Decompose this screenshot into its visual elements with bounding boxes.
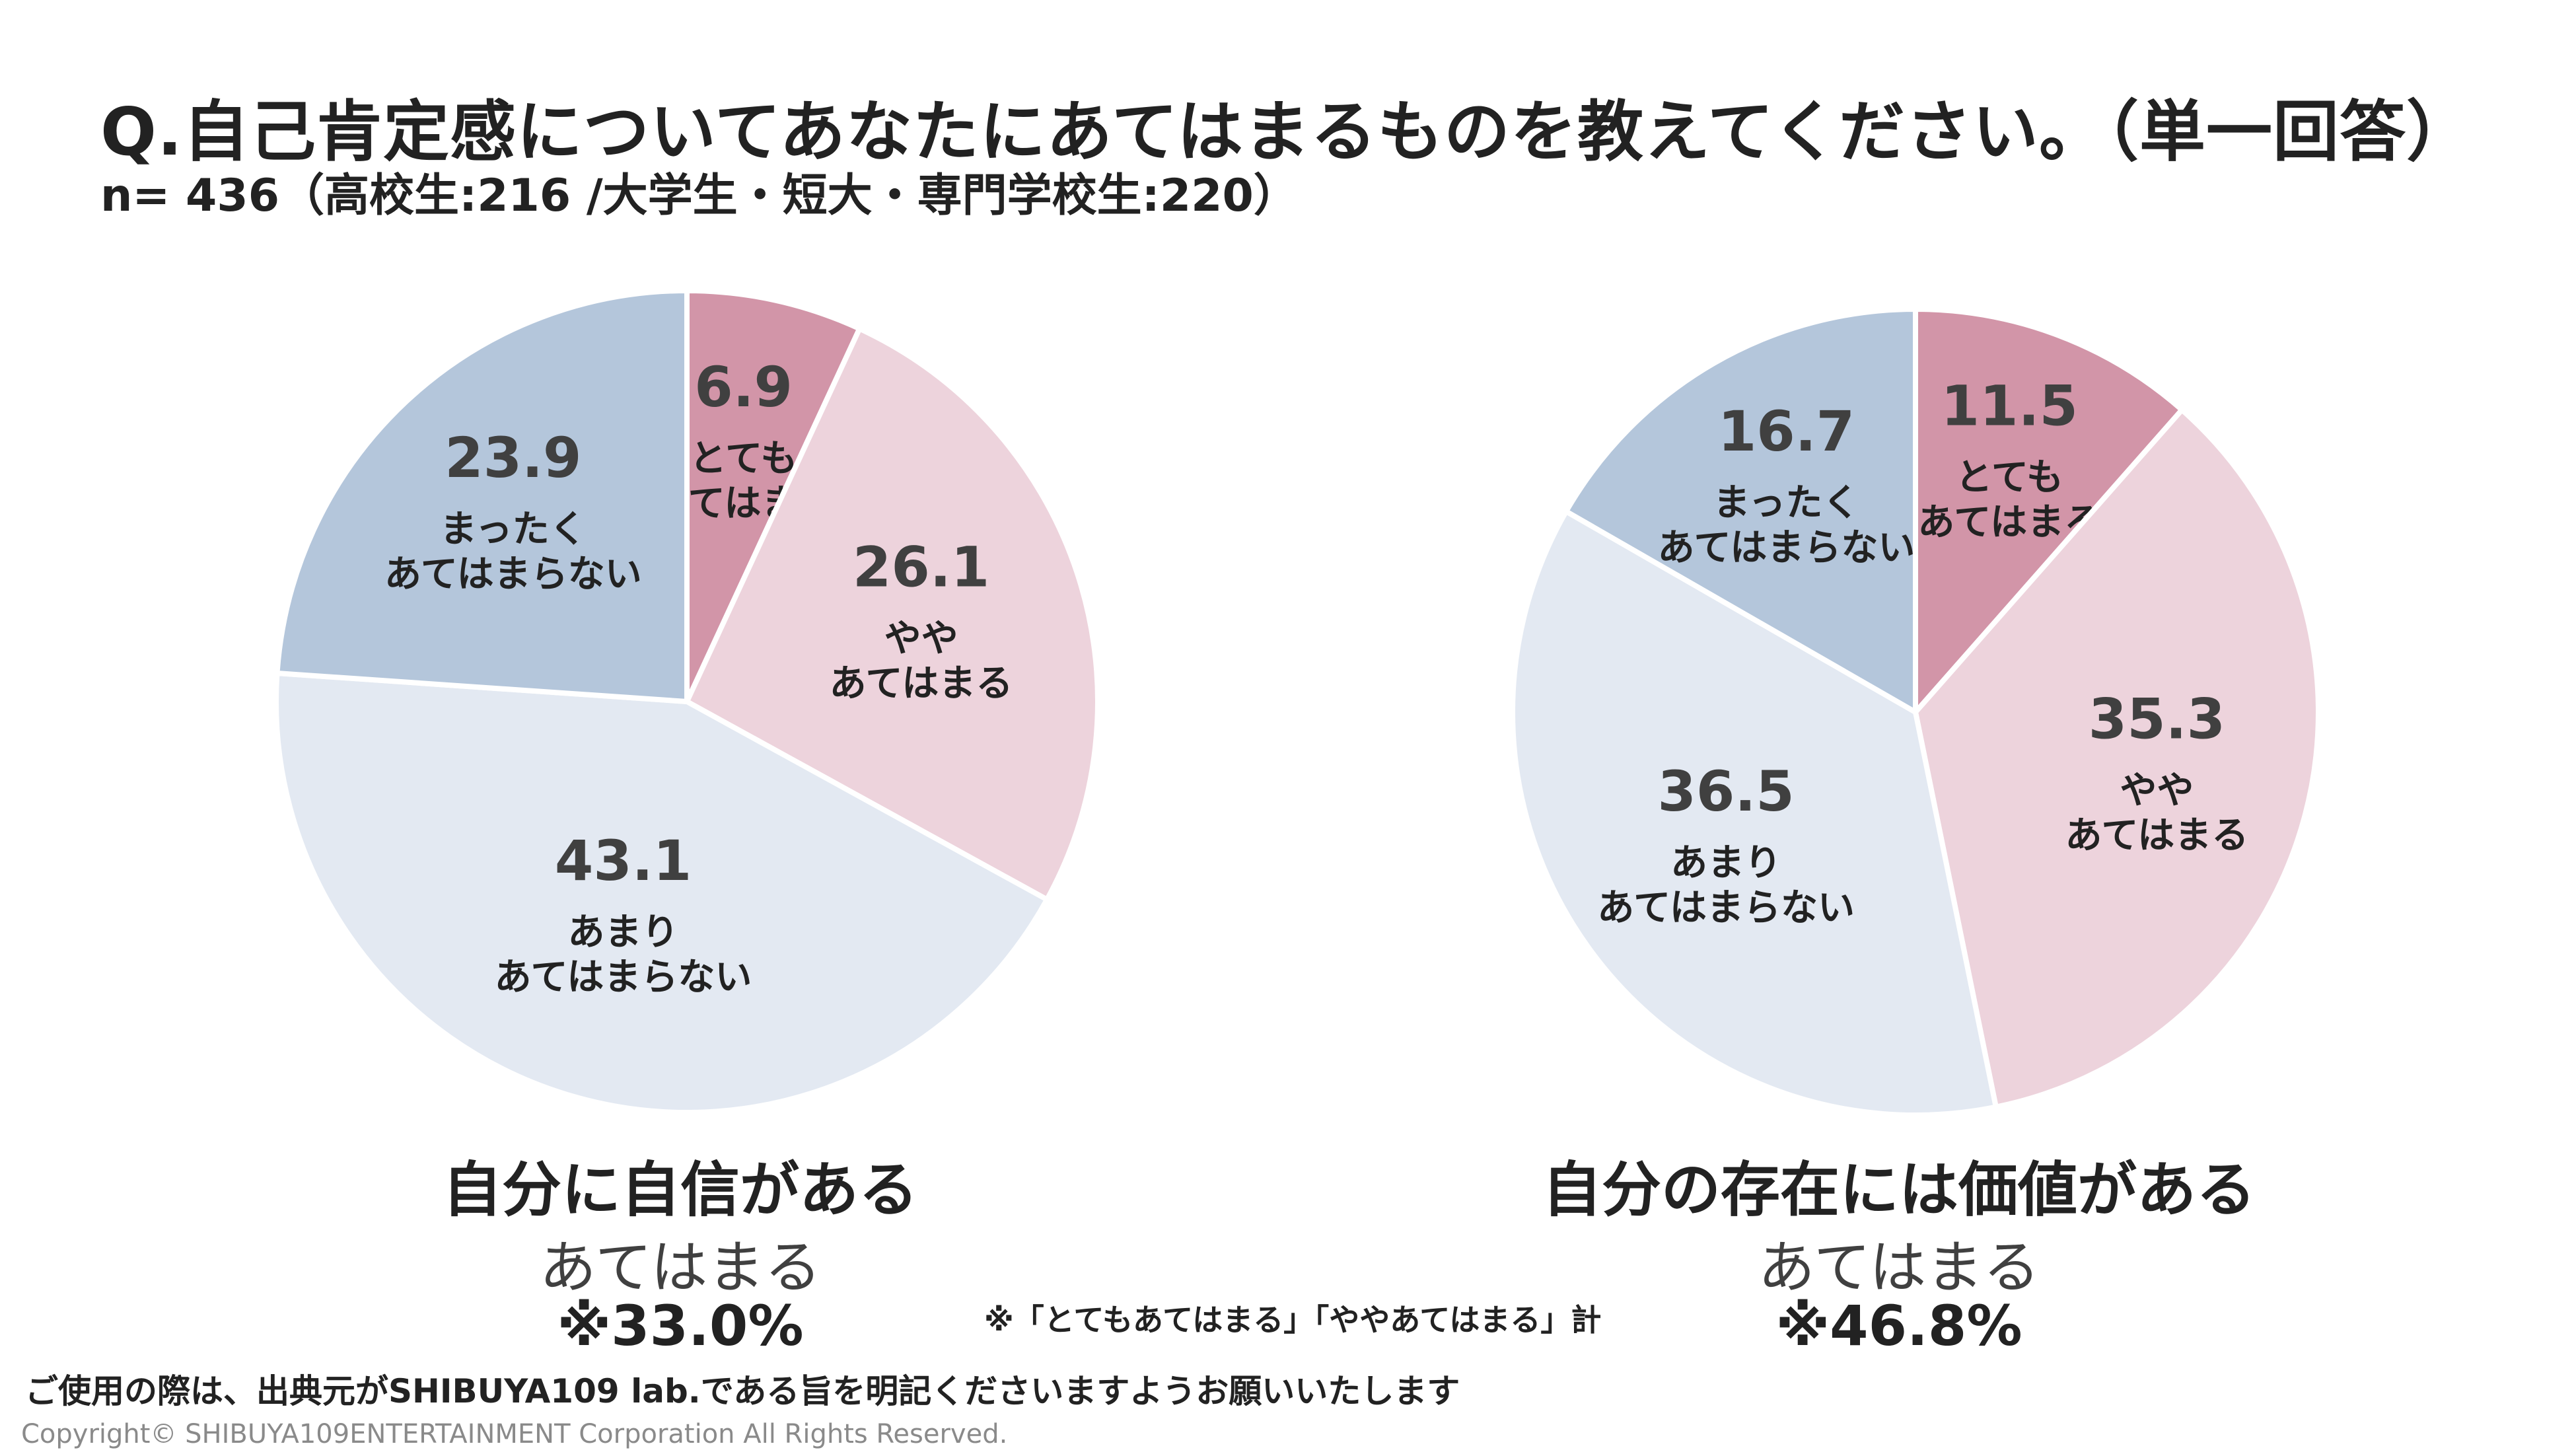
usage-notice: ご使用の際は、出典元がSHIBUYA109 lab.である旨を明記くださいますよ…: [25, 1372, 1460, 1410]
pie-1-slice-4-value: 23.9: [445, 425, 581, 490]
pie-2-slice-3: [1510, 509, 1999, 1118]
pie-1-slice-1-category-line-1: とても: [690, 437, 798, 480]
pie-2-slice-4-value: 16.7: [1718, 399, 1855, 464]
pie-1-slice-3-category-line-2: あてはまらない: [495, 956, 752, 999]
pie-1-title: 自分に自信がある: [443, 1155, 918, 1225]
pie-2-slice-3-value: 36.5: [1657, 759, 1794, 824]
pie-1-summary-label: あてはまる: [539, 1235, 822, 1301]
pie-2-title: 自分の存在には価値がある: [1542, 1155, 2256, 1225]
pie-2-slice-4-category-line-2: あてはまらない: [1658, 527, 1915, 569]
copyright: Copyright© SHIBUYA109ENTERTAINMENT Corpo…: [21, 1419, 1008, 1449]
sample-size-subtitle: n= 436（高校生:216 /大学生・短大・専門学校生:220）: [100, 170, 1299, 222]
sum-footnote: ※「とてもあてはまる」「ややあてはまる」計: [984, 1302, 1602, 1338]
pie-1-slice-3-value: 43.1: [555, 828, 692, 893]
pie-1-slice-1-value: 6.9: [694, 355, 793, 419]
pie-2-slice-2-value: 35.3: [2089, 687, 2225, 752]
pie-1-slice-3-category-line-1: あまり: [568, 911, 679, 954]
pie-2-slice-3-category-line-2: あてはまらない: [1597, 887, 1855, 929]
pie-2-slice-2-category-line-2: あてはまる: [2065, 815, 2249, 857]
pie-2-slice-2-labels: 35.3 ややあてはまる: [2065, 687, 2249, 857]
pie-1-slice-2-category-line-1: やや: [884, 618, 958, 661]
chart-title: Q.自己肯定感についてあなたにあてはまるものを教えてください。（単一回答）: [100, 93, 2473, 170]
pie-1-slice-2-category-line-2: あてはまる: [830, 663, 1013, 706]
pie-2-slice-4: [1563, 307, 1918, 715]
pie-1-slice-4-category-line-1: まったく: [440, 508, 587, 551]
pie-2-summary-value: ※46.8%: [1775, 1293, 2022, 1358]
pie-1-slice-2-value: 26.1: [853, 535, 989, 600]
pie-2-slice-4-category-line-1: まったく: [1713, 482, 1860, 525]
pie-2-summary-label: あてはまる: [1758, 1235, 2040, 1301]
pie-2-slice-2: [1913, 407, 2321, 1110]
pie-1-slice-1: [684, 288, 863, 704]
pie-2-slice-1-value: 11.5: [1941, 373, 2078, 438]
pie-1-slice-4: [274, 288, 690, 704]
pie-1-slice-3: [273, 671, 1050, 1115]
pie-2-slice-1: [1913, 307, 2185, 715]
pie-1-slice-4-category-line-2: あてはまらない: [384, 553, 642, 596]
pie-2-slice-2-category-line-1: やや: [2120, 770, 2194, 813]
pie-2-slice-3-category-line-1: あまり: [1670, 842, 1781, 885]
pie-2-slice-1-category-line-1: とても: [1956, 456, 2064, 499]
pie-1-summary-value: ※33.0%: [557, 1293, 804, 1358]
pie-1-slice-2-labels: 26.1 ややあてはまる: [830, 535, 1013, 706]
